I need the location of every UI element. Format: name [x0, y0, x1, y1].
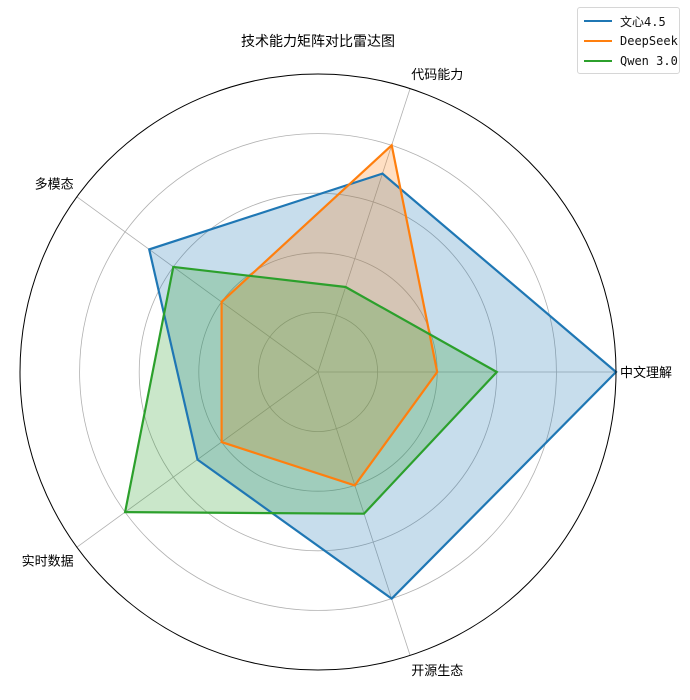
legend-entry: DeepSeek — [584, 31, 679, 51]
legend-swatch — [584, 60, 612, 62]
axis-label: 开源生态 — [411, 664, 463, 679]
legend-swatch — [584, 20, 612, 22]
radar-outer-frame — [19, 73, 617, 671]
legend-label: DeepSeek — [620, 34, 678, 48]
grid-spoke — [76, 196, 319, 373]
axis-label: 实时数据 — [22, 555, 74, 570]
legend-entry: 文心4.5 — [584, 11, 679, 31]
legend: 文心4.5 DeepSeek Qwen 3.0 — [577, 7, 680, 74]
radar-series — [123, 143, 618, 601]
axis-label: 代码能力 — [411, 68, 463, 83]
legend-label: Qwen 3.0 — [620, 54, 678, 68]
axis-label: 中文理解 — [620, 366, 672, 381]
series-line — [123, 265, 499, 515]
grid-spoke — [317, 88, 411, 373]
legend-label: 文心4.5 — [620, 14, 666, 29]
legend-swatch — [584, 40, 612, 42]
series-area — [149, 173, 616, 599]
series-line — [147, 172, 618, 601]
series-area — [125, 266, 497, 514]
legend-entry: Qwen 3.0 — [584, 51, 679, 71]
series-line — [220, 143, 439, 487]
chart-title: 技术能力矩阵对比雷达图 — [241, 34, 395, 50]
series-area — [221, 145, 438, 486]
axis-label: 多模态 — [35, 177, 74, 193]
